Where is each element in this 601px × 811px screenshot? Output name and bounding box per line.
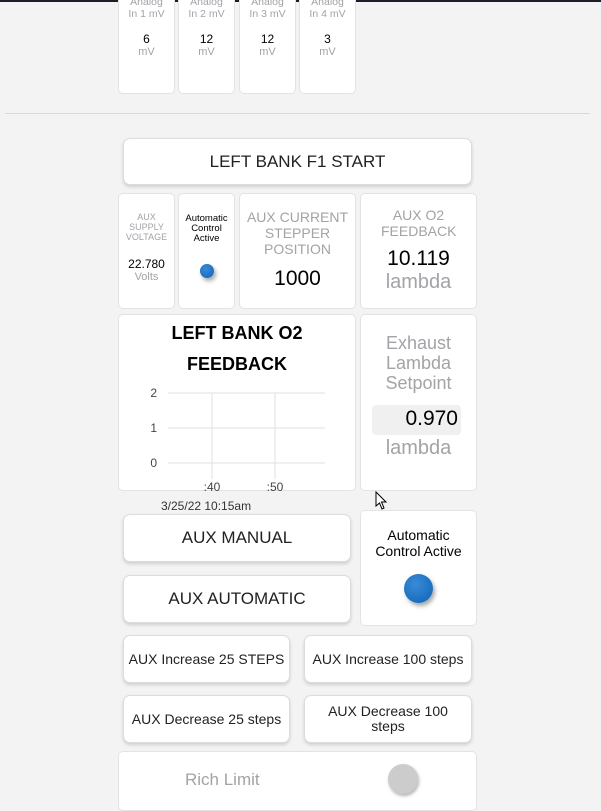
y-tick-label: 1: [150, 421, 157, 435]
rich-limit-toggle[interactable]: [388, 764, 418, 794]
analog-value: 3: [324, 32, 331, 46]
supply-unit: Volts: [134, 271, 159, 283]
analog-unit: mV: [198, 46, 215, 58]
o2-label: AUX O2 FEEDBACK: [381, 207, 457, 239]
stepper-position-card: AUX CURRENT STEPPER POSITION 1000: [239, 193, 356, 309]
analog-label: Analog In 2 mV: [188, 0, 225, 20]
o2-value: 10.119: [387, 247, 450, 270]
status-indicator-icon: [404, 574, 433, 603]
setpoint-unit: lambda: [385, 437, 452, 459]
analog-in-card: Analog In 4 mV 3 mV: [299, 0, 356, 94]
auto-control-card: Automatic Control Active: [360, 510, 477, 626]
auto-control-small-card: Automatic Control Active: [178, 193, 235, 309]
chart-plot: 2 1 0 :40 :50: [150, 386, 325, 492]
x-tick-label: :50: [267, 480, 284, 492]
analog-value: 12: [260, 32, 275, 46]
o2-unit: lambda: [385, 271, 452, 293]
chart-timestamp: 3/25/22 10:15am: [161, 499, 252, 513]
supply-value: 22.780: [128, 257, 165, 271]
analog-unit: mV: [259, 46, 276, 58]
y-tick-label: 0: [150, 456, 157, 470]
lambda-setpoint-card: Exhaust Lambda Setpoint 0.970 lambda: [360, 314, 477, 491]
analog-in-card: Analog In 2 mV 12 mV: [178, 0, 235, 94]
stepper-label: AUX CURRENT STEPPER POSITION: [246, 209, 349, 257]
analog-in-card: Analog In 1 mV 6 mV: [118, 0, 175, 94]
increase-100-button[interactable]: AUX Increase 100 steps: [304, 635, 472, 683]
y-tick-label: 2: [150, 386, 157, 400]
analog-in-card: Analog In 3 mV 12 mV: [239, 0, 296, 94]
aux-automatic-button[interactable]: AUX AUTOMATIC: [123, 575, 351, 623]
auto-control-big-label: Automatic Control Active: [375, 527, 462, 559]
stepper-value: 1000: [274, 267, 321, 290]
divider: [5, 113, 590, 114]
analog-value: 12: [199, 32, 214, 46]
status-indicator-icon: [200, 264, 214, 278]
aux-manual-button[interactable]: AUX MANUAL: [123, 514, 351, 562]
analog-unit: mV: [319, 46, 336, 58]
aux-supply-voltage-card: AUX SUPPLY VOLTAGE 22.780 Volts: [118, 193, 175, 309]
left-bank-f1-start-button[interactable]: LEFT BANK F1 START: [123, 138, 472, 185]
analog-label: Analog In 4 mV: [309, 0, 346, 20]
aux-o2-feedback-card: AUX O2 FEEDBACK 10.119 lambda: [360, 193, 477, 309]
supply-label: AUX SUPPLY VOLTAGE: [125, 212, 168, 242]
rich-limit-card: Rich Limit: [118, 751, 477, 811]
auto-control-label: Automatic Control Active: [185, 213, 228, 244]
setpoint-input[interactable]: 0.970: [372, 405, 461, 435]
analog-label: Analog In 1 mV: [128, 0, 165, 20]
increase-25-button[interactable]: AUX Increase 25 STEPS: [123, 635, 290, 683]
analog-label: Analog In 3 mV: [249, 0, 286, 20]
chart-title: LEFT BANK O2 FEEDBACK: [171, 323, 303, 374]
decrease-100-button[interactable]: AUX Decrease 100 steps: [304, 695, 472, 743]
rich-limit-label: Rich Limit: [185, 770, 260, 789]
analog-value: 6: [143, 32, 150, 46]
setpoint-label: Exhaust Lambda Setpoint: [385, 333, 452, 393]
mouse-cursor-icon: [375, 491, 388, 510]
x-tick-label: :40: [204, 480, 221, 492]
o2-feedback-chart-card: LEFT BANK O2 FEEDBACK 2 1 0 :40 :50: [118, 314, 356, 492]
analog-unit: mV: [138, 46, 155, 58]
decrease-25-button[interactable]: AUX Decrease 25 steps: [123, 695, 290, 743]
